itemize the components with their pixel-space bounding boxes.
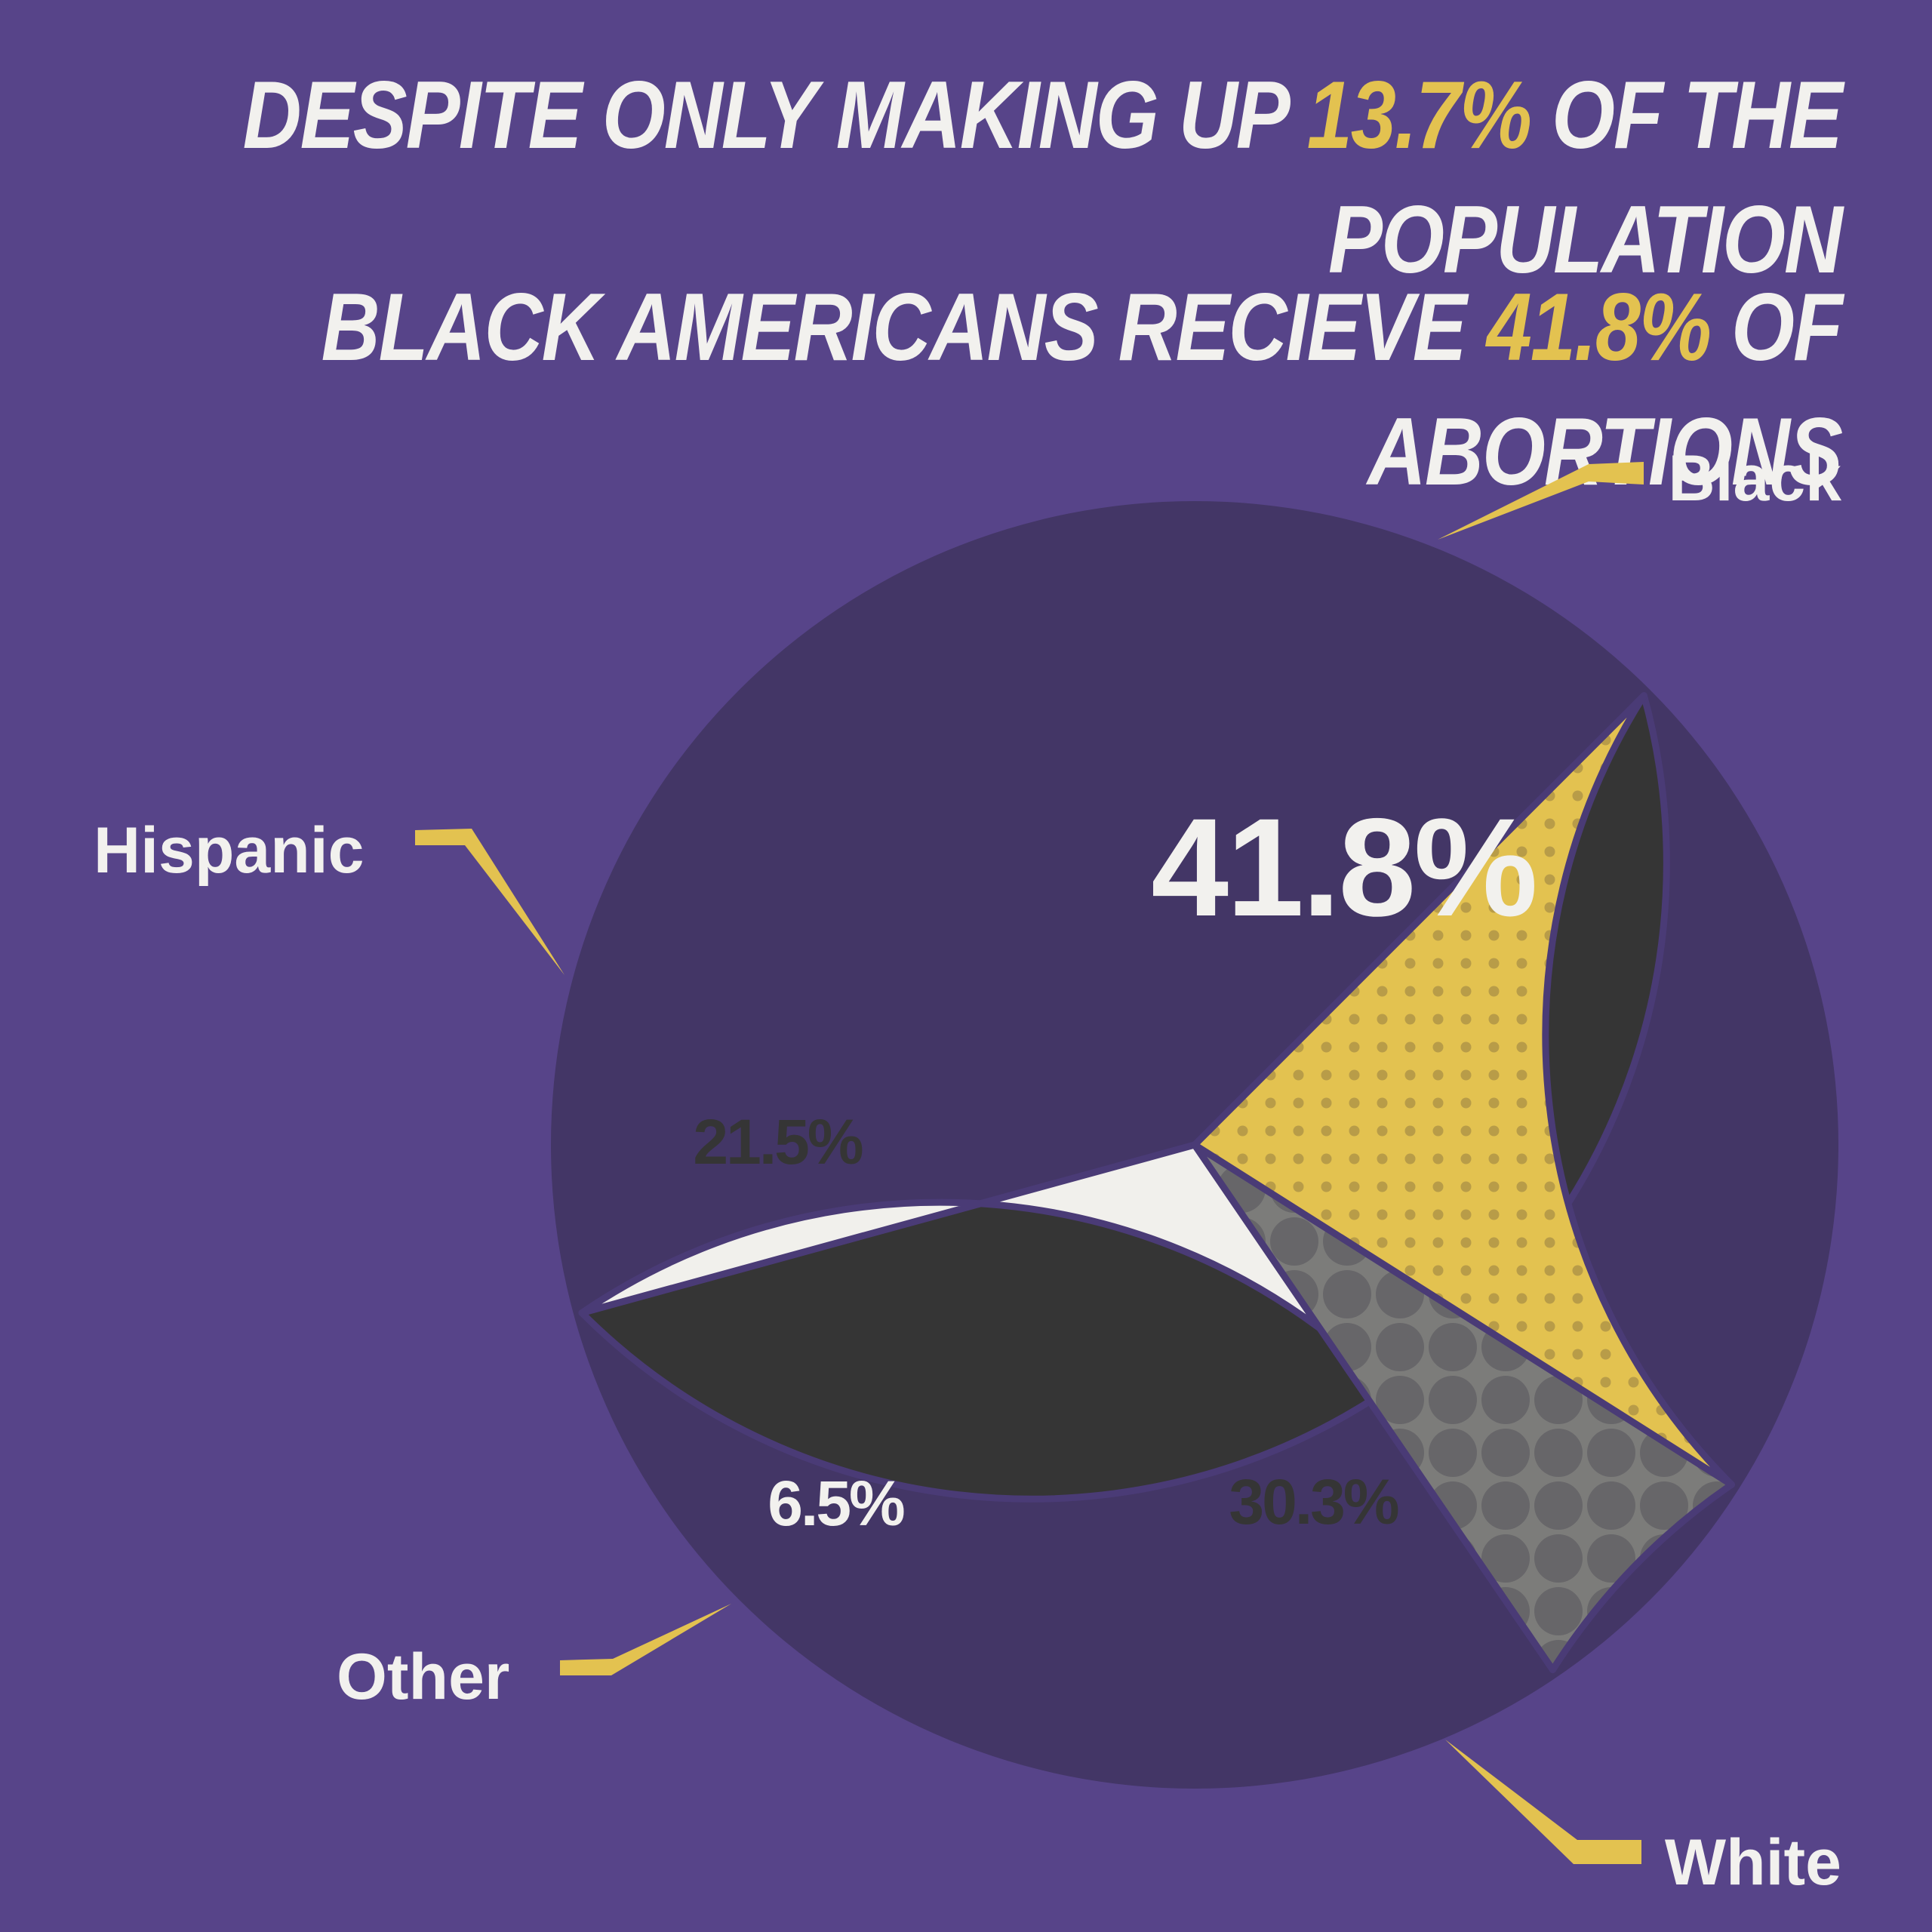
value-label-hispanic: 21.5% <box>693 1106 862 1177</box>
category-label-hispanic: Hispanic <box>94 814 364 887</box>
headline-2-text: BLACK AMERICANS RECIEVE <box>321 272 1487 380</box>
callout-pointer-other <box>560 1604 731 1675</box>
headline-2-highlight: 41.8% <box>1486 272 1712 380</box>
callout-pointer-white <box>1445 1740 1641 1864</box>
callout-pointer-hispanic <box>415 829 565 975</box>
headline-line-2: BLACK AMERICANS RECIEVE 41.8% OF ABORTIO… <box>0 265 1843 515</box>
headline-1-highlight: 13.7% <box>1306 60 1532 169</box>
value-label-black: 41.8% <box>1151 790 1536 946</box>
headline-line-1: DESPITE ONLY MAKING UP 13.7% OF THE POPU… <box>0 53 1843 303</box>
callout-pointer-black <box>1438 462 1644 540</box>
category-label-black: Black <box>1669 442 1842 515</box>
headline-1-text-end: OF THE POPULATION <box>1328 60 1843 294</box>
headline: DESPITE ONLY MAKING UP 13.7% OF THE POPU… <box>0 60 1843 505</box>
headline-2-text-end: OF ABORTIONS <box>1367 272 1843 506</box>
category-label-white: White <box>1665 1826 1841 1899</box>
value-label-white: 30.3% <box>1229 1466 1398 1537</box>
value-label-other: 6.5% <box>768 1468 904 1539</box>
category-label-other: Other <box>337 1641 509 1713</box>
headline-1-text: DESPITE ONLY MAKING UP <box>242 60 1307 169</box>
pie-slice-hispanic <box>1191 692 1736 1488</box>
pie-slice-other <box>1191 1141 1736 1674</box>
